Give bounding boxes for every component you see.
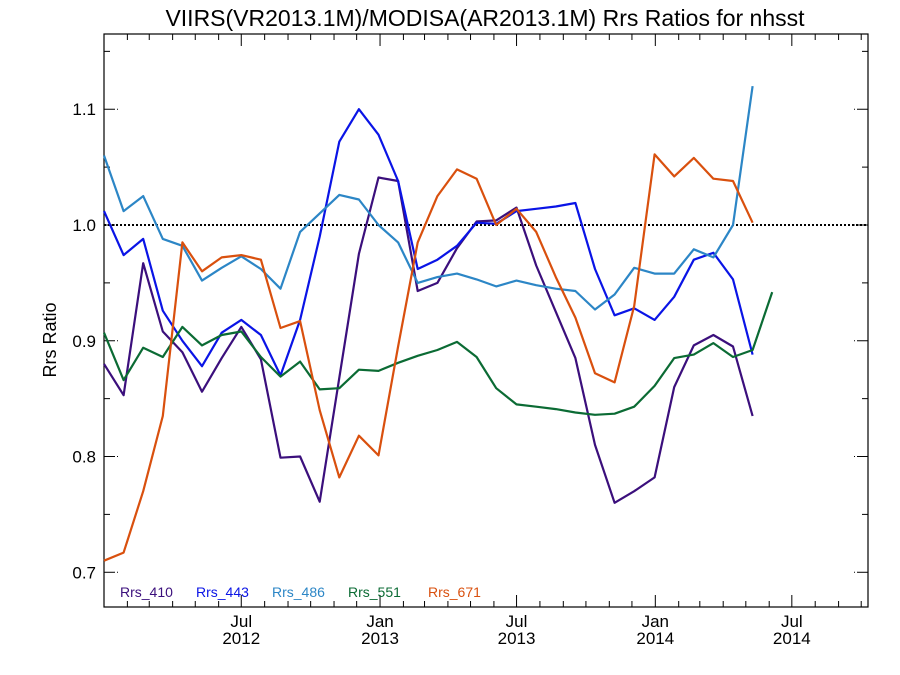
legend-item-rrs-551: Rrs_551 (348, 584, 401, 600)
y-tick-label: 1.1 (72, 100, 96, 119)
axes: 0.70.80.91.01.1Jul2012Jan2013Jul2013Jan2… (72, 33, 869, 648)
x-tick-label-line1: Jul (781, 612, 803, 631)
x-tick-label-line2: 2013 (498, 629, 536, 648)
series-line-rrs-486 (102, 85, 754, 311)
y-tick-label: 0.7 (72, 563, 96, 582)
y-axis-label-group: Rrs Ratio (40, 302, 60, 377)
legend-item-rrs-443: Rrs_443 (196, 584, 249, 600)
y-tick-label: 1.0 (72, 216, 96, 235)
x-tick-label-line1: Jan (366, 612, 393, 631)
series-line-rrs-410 (103, 176, 754, 504)
x-tick-label-line1: Jan (642, 612, 669, 631)
y-tick-label: 0.8 (72, 448, 96, 467)
plot-frame (103, 33, 869, 608)
x-tick-label-line2: 2013 (361, 629, 399, 648)
legend-item-rrs-410: Rrs_410 (120, 584, 173, 600)
y-axis-label: Rrs Ratio (40, 302, 60, 377)
x-tick-label-line1: Jul (506, 612, 528, 631)
series-line-rrs-443 (102, 108, 754, 377)
legend: Rrs_410 Rrs_443 Rrs_486 Rrs_551 Rrs_671 (120, 584, 481, 600)
series-line-rrs-551 (102, 291, 774, 416)
legend-item-rrs-486: Rrs_486 (272, 584, 325, 600)
x-tick-label-line2: 2012 (222, 629, 260, 648)
legend-item-rrs-671: Rrs_671 (428, 584, 481, 600)
x-tick-label-line2: 2014 (636, 629, 674, 648)
chart-title: VIIRS(VR2013.1M)/MODISA(AR2013.1M) Rrs R… (165, 5, 805, 31)
series-layer (102, 85, 774, 562)
y-tick-label: 0.9 (72, 332, 96, 351)
x-tick-label-line2: 2014 (773, 629, 811, 648)
series-line-rrs-671 (103, 153, 754, 562)
x-tick-label-line1: Jul (230, 612, 252, 631)
